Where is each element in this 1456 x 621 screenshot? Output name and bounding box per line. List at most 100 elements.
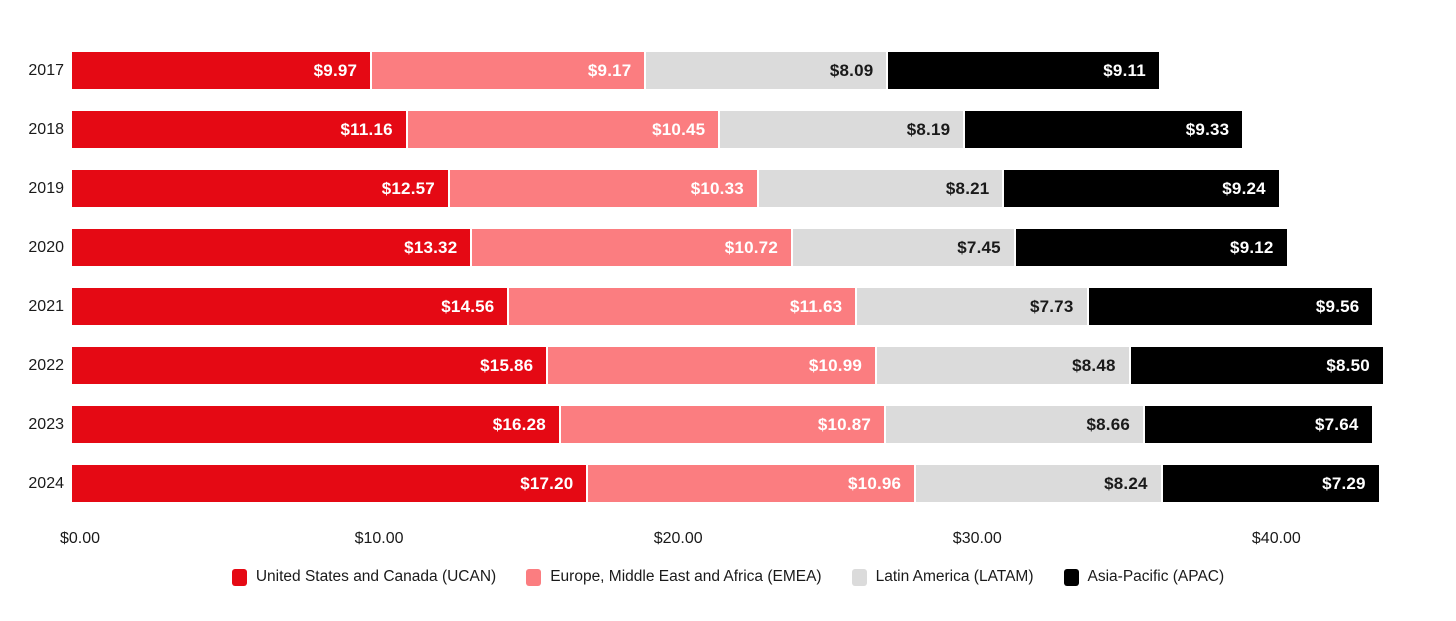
- bar-segment-ucan: $16.28: [72, 406, 559, 443]
- bar-track: $12.57 $10.33 $8.21 $9.24: [72, 170, 1388, 207]
- value-label: $8.09: [829, 60, 874, 80]
- legend-swatch-icon: [231, 568, 247, 586]
- bar-segment-ucan: $9.97: [72, 52, 371, 89]
- bar-row-2018: 2018 $11.16 $10.45 $8.19 $9.33: [0, 111, 1456, 148]
- legend-label: Europe, Middle East and Africa (EMEA): [550, 568, 822, 585]
- bar-segment-apac: $9.24: [1002, 170, 1279, 207]
- bar-segment-emea: $10.87: [558, 406, 885, 443]
- bar-segment-latam: $8.66: [884, 406, 1144, 443]
- value-label: $10.99: [808, 355, 863, 375]
- bar-segment-latam: $8.09: [644, 52, 887, 89]
- value-label: $9.97: [313, 60, 358, 80]
- value-label: $7.45: [957, 237, 1001, 257]
- year-label: 2022: [28, 356, 64, 374]
- bar-segment-emea: $10.99: [546, 347, 876, 384]
- value-label: $13.32: [404, 237, 458, 257]
- value-label: $10.45: [652, 119, 706, 139]
- value-label: $17.20: [520, 473, 574, 493]
- bar-segment-latam: $8.48: [875, 347, 1129, 384]
- value-label: $12.57: [381, 178, 435, 198]
- bar-row-2019: 2019 $12.57 $10.33 $8.21 $9.24: [0, 170, 1456, 207]
- bar-row-2024: 2024 $17.20 $10.96 $8.24 $7.29: [0, 465, 1456, 502]
- bar-segment-ucan: $15.86: [72, 347, 547, 384]
- bar-track: $11.16 $10.45 $8.19 $9.33: [72, 111, 1388, 148]
- value-label: $8.19: [906, 119, 951, 139]
- bar-segment-latam: $7.73: [855, 288, 1087, 325]
- legend-swatch-icon: [851, 568, 867, 586]
- bar-segment-apac: $8.50: [1128, 347, 1383, 384]
- bar-row-2020: 2020 $13.32 $10.72 $7.45 $9.12: [0, 229, 1456, 266]
- year-label: 2020: [28, 238, 64, 256]
- year-label: 2018: [28, 120, 64, 138]
- axis-tick-label: $20.00: [653, 530, 703, 547]
- value-label: $9.12: [1230, 237, 1274, 257]
- value-label: $10.87: [817, 414, 872, 434]
- value-label: $14.56: [441, 296, 495, 316]
- bar-segment-emea: $10.33: [447, 170, 757, 207]
- bar-segment-apac: $7.29: [1160, 465, 1379, 502]
- bar-segment-ucan: $17.20: [72, 465, 587, 502]
- value-label: $10.96: [848, 473, 902, 493]
- bar-row-2021: 2021 $14.56 $11.63 $7.73 $9.56: [0, 288, 1456, 325]
- bar-row-2022: 2022 $15.86 $10.99 $8.48 $8.50: [0, 347, 1456, 384]
- value-label: $9.17: [587, 60, 632, 80]
- x-axis: $0.00 $10.00 $20.00 $30.00 $40.00: [60, 530, 1396, 552]
- bar-segment-latam: $8.19: [718, 111, 964, 148]
- value-label: $9.33: [1185, 119, 1230, 139]
- bar-segment-emea: $10.96: [586, 465, 915, 502]
- value-label: $8.66: [1086, 414, 1131, 434]
- bar-segment-ucan: $14.56: [72, 288, 508, 325]
- value-label: $8.48: [1072, 355, 1116, 375]
- chart-plot-area: 2017 $9.97 $9.17 $8.09 $9.11 2018 $11.16 $10.45…: [0, 52, 1456, 502]
- value-label: $7.64: [1314, 414, 1359, 434]
- value-label: $8.21: [945, 178, 990, 198]
- bar-track: $15.86 $10.99 $8.48 $8.50: [72, 347, 1388, 384]
- bar-track: $17.20 $10.96 $8.24 $7.29: [72, 465, 1388, 502]
- value-label: $7.73: [1029, 296, 1074, 316]
- bar-segment-latam: $7.45: [791, 229, 1014, 266]
- year-label: 2017: [28, 61, 64, 79]
- year-label: 2019: [28, 179, 64, 197]
- legend-item-emea: Europe, Middle East and Africa (EMEA): [526, 568, 822, 586]
- bar-track: $14.56 $11.63 $7.73 $9.56: [72, 288, 1388, 325]
- bar-segment-apac: $9.11: [886, 52, 1159, 89]
- value-label: $10.72: [724, 237, 778, 257]
- bar-segment-ucan: $11.16: [72, 111, 406, 148]
- bar-segment-apac: $7.64: [1143, 406, 1372, 443]
- year-label: 2021: [28, 297, 64, 315]
- year-label: 2024: [28, 474, 64, 492]
- year-label: 2023: [28, 415, 64, 433]
- value-label: $8.50: [1326, 355, 1370, 375]
- bar-track: $16.28 $10.87 $8.66 $7.64: [72, 406, 1388, 443]
- bar-row-2023: 2023 $16.28 $10.87 $8.66 $7.64: [0, 406, 1456, 443]
- legend-label: Latin America (LATAM): [875, 568, 1034, 585]
- bar-segment-latam: $8.24: [914, 465, 1161, 502]
- chart-legend: United States and Canada (UCAN) Europe, M…: [0, 568, 1456, 586]
- bar-segment-emea: $9.17: [370, 52, 645, 89]
- bar-segment-emea: $10.45: [405, 111, 719, 148]
- axis-tick-label: $0.00: [59, 530, 101, 547]
- bar-segment-emea: $11.63: [507, 288, 856, 325]
- value-label: $9.56: [1315, 296, 1360, 316]
- bar-segment-ucan: $12.57: [72, 170, 448, 207]
- legend-swatch-icon: [1063, 568, 1079, 586]
- value-label: $11.63: [790, 296, 843, 316]
- value-label: $15.86: [480, 355, 534, 375]
- axis-tick-label: $30.00: [952, 530, 1002, 547]
- bar-track: $9.97 $9.17 $8.09 $9.11: [72, 52, 1388, 89]
- legend-item-apac: Asia-Pacific (APAC): [1063, 568, 1225, 586]
- value-label: $16.28: [492, 414, 546, 434]
- legend-label: Asia-Pacific (APAC): [1087, 568, 1225, 585]
- value-label: $7.29: [1322, 473, 1366, 493]
- axis-tick-label: $40.00: [1251, 530, 1301, 547]
- bar-segment-emea: $10.72: [470, 229, 791, 266]
- value-label: $8.24: [1104, 473, 1148, 493]
- bar-segment-apac: $9.56: [1086, 288, 1373, 325]
- value-label: $9.11: [1103, 60, 1146, 80]
- axis-tick-label: $10.00: [354, 530, 404, 547]
- bar-segment-apac: $9.12: [1013, 229, 1287, 266]
- value-label: $9.24: [1222, 178, 1266, 198]
- legend-label: United States and Canada (UCAN): [255, 568, 497, 585]
- legend-swatch-icon: [526, 568, 542, 586]
